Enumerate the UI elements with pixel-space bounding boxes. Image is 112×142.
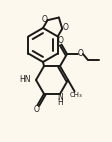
Text: N: N — [58, 93, 63, 102]
Text: O: O — [58, 36, 64, 45]
Text: O: O — [63, 23, 69, 32]
Text: H: H — [58, 98, 63, 107]
Text: O: O — [34, 105, 39, 114]
Text: CH₃: CH₃ — [69, 92, 82, 98]
Text: O: O — [42, 15, 47, 24]
Text: O: O — [78, 49, 84, 58]
Text: HN: HN — [19, 75, 30, 84]
